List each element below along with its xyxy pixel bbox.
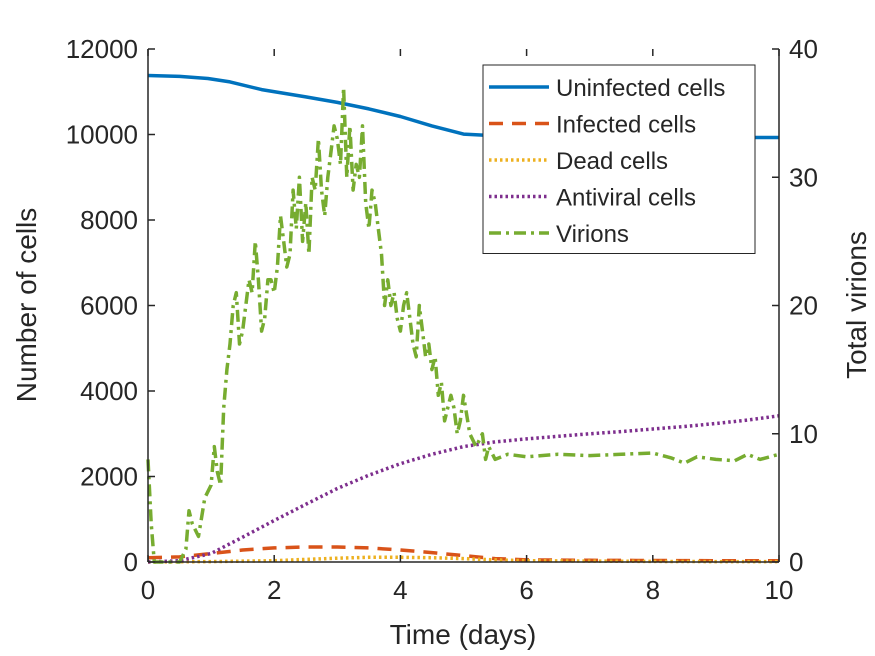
legend-label: Dead cells bbox=[556, 148, 668, 175]
axes-layer: 0 2 4 6 8 10020004000600080001000012000010203… bbox=[66, 34, 818, 605]
series-line-virions bbox=[146, 85, 780, 564]
y-tick-label-left: 0 bbox=[124, 547, 138, 577]
x-tick-label: 10 bbox=[765, 575, 794, 605]
y-tick-label-left: 4000 bbox=[80, 376, 138, 406]
y-tick-label-right: 0 bbox=[789, 547, 803, 577]
y-tick-label-right: 30 bbox=[789, 162, 818, 192]
y-axis-label-right: Total virions bbox=[841, 231, 872, 379]
y-tick-label-left: 10000 bbox=[66, 120, 138, 150]
y-tick-label-left: 6000 bbox=[80, 291, 138, 321]
y-tick-label-left: 8000 bbox=[80, 205, 138, 235]
legend-label: Uninfected cells bbox=[556, 75, 725, 102]
x-tick-label: 4 bbox=[393, 575, 407, 605]
y-axis-label-left: Number of cells bbox=[11, 208, 42, 403]
x-tick-label: 6 bbox=[519, 575, 533, 605]
legend-label: Antiviral cells bbox=[556, 185, 696, 212]
legend: Uninfected cells Infected cells Dead cells… bbox=[482, 64, 756, 254]
x-tick-label: 8 bbox=[646, 575, 660, 605]
y-tick-label-left: 12000 bbox=[66, 34, 138, 64]
series-line-antiviral-cells bbox=[147, 414, 780, 564]
y-tick-label-right: 40 bbox=[789, 34, 818, 64]
y-tick-label-right: 10 bbox=[789, 419, 818, 449]
legend-label: Infected cells bbox=[556, 112, 696, 139]
legend-label: Virions bbox=[556, 221, 629, 248]
x-tick-label: 0 bbox=[141, 575, 155, 605]
x-tick-label: 2 bbox=[267, 575, 281, 605]
y-tick-label-right: 20 bbox=[789, 291, 818, 321]
y-tick-label-left: 2000 bbox=[80, 462, 138, 492]
x-axis-label: Time (days) bbox=[390, 619, 537, 650]
